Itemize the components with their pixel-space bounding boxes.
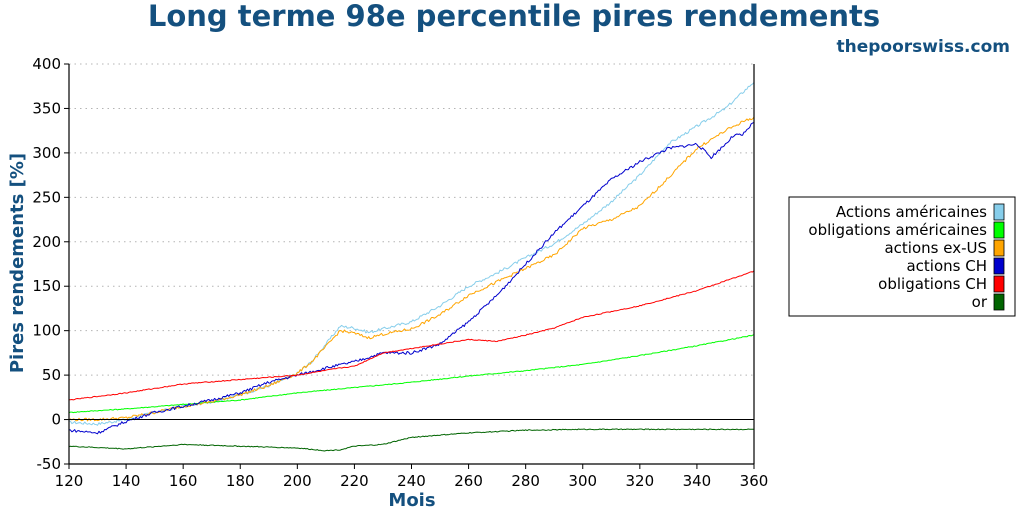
axes <box>68 64 755 465</box>
legend-label-actions-ex-us: actions ex-US <box>884 239 987 257</box>
x-tick-label-300: 300 <box>568 472 597 490</box>
y-tick-label-250: 250 <box>32 188 61 206</box>
x-tick-label-260: 260 <box>454 472 483 490</box>
y-tick-label-200: 200 <box>32 233 61 251</box>
x-tick-label-140: 140 <box>112 472 141 490</box>
legend-swatch-actions-ex-us <box>993 239 1005 257</box>
y-tick-label-300: 300 <box>32 144 61 162</box>
legend-swatch-actions-ch <box>993 257 1005 275</box>
x-tick-label-160: 160 <box>169 472 198 490</box>
series-line-obligations-ch <box>68 270 755 401</box>
x-tick-label-360: 360 <box>740 472 769 490</box>
legend-label-or: or <box>972 293 988 311</box>
legend-label-actions-ch: actions CH <box>906 257 987 275</box>
chart-title: Long terme 98e percentile pires rendemen… <box>148 0 880 33</box>
x-tick-label-200: 200 <box>283 472 312 490</box>
source-label: thepoorswiss.com <box>837 37 1011 57</box>
x-axis-label: Mois <box>388 490 435 511</box>
y-tick-label-400: 400 <box>32 55 61 73</box>
legend-label-actions-americaines: Actions américaines <box>836 203 987 221</box>
series-line-or <box>68 428 755 452</box>
x-tick-label-240: 240 <box>397 472 426 490</box>
y-axis-label: Pires rendements [%] <box>7 153 28 373</box>
y-tick-label-350: 350 <box>32 99 61 117</box>
x-axis-ticks: 120 140 160 180 200 220 240 260 280 300 320 340 360 <box>55 464 769 490</box>
legend-label-obligations-ch: obligations CH <box>878 275 987 293</box>
y-tick-label-150: 150 <box>32 277 61 295</box>
y-tick-label-100: 100 <box>32 322 61 340</box>
y-tick-label-0: 0 <box>51 411 61 429</box>
legend-swatch-actions-americaines <box>993 203 1005 221</box>
y-tick-label-50: 50 <box>42 366 61 384</box>
x-tick-label-320: 320 <box>626 472 655 490</box>
series-lines <box>68 82 755 452</box>
x-tick-label-180: 180 <box>226 472 255 490</box>
x-tick-label-120: 120 <box>55 472 84 490</box>
series-line-actions-ch <box>69 121 755 435</box>
legend-box <box>788 196 1016 317</box>
series-line-obligations-americaines <box>68 334 755 414</box>
x-tick-label-220: 220 <box>340 472 369 490</box>
y-tick-label--50: -50 <box>37 455 62 473</box>
y-axis-ticks: -50 0 50 100 150 200 250 300 350 400 <box>32 55 69 473</box>
legend-swatch-or <box>993 293 1005 311</box>
x-tick-label-340: 340 <box>683 472 712 490</box>
legend-swatch-obligations-americaines <box>993 221 1005 239</box>
legend-swatch-obligations-ch <box>993 275 1005 293</box>
legend-label-obligations-americaines: obligations américaines <box>808 221 987 239</box>
x-tick-label-280: 280 <box>511 472 540 490</box>
series-line-actions-americaines <box>69 82 755 426</box>
